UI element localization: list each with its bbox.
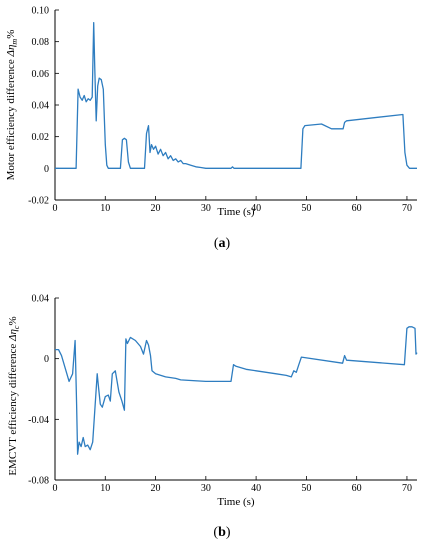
chart-a-y-tick-label: 0.02 <box>32 132 50 143</box>
chart-b-y-axis-title-symbol: Δη <box>7 329 19 342</box>
chart-a-y-tick-label: 0.10 <box>32 6 50 17</box>
chart-b-y-ticks: -0.08 -0.04 0 0.04 <box>28 294 59 487</box>
chart-b-series-line <box>55 326 418 455</box>
chart-a-y-axis-title-sub: m <box>10 39 19 45</box>
chart-a-x-tick-label: 50 <box>301 203 311 214</box>
chart-b-x-tick-label: 0 <box>53 483 58 494</box>
chart-a-x-tick-label: 0 <box>53 203 58 214</box>
chart-a: 0 10 20 30 40 50 60 70 -0.02 0 0.02 0.04 0.06 0.08 0.… <box>5 6 417 251</box>
chart-a-y-axis-title-symbol: Δη <box>5 45 17 58</box>
chart-b-x-tick-label: 20 <box>151 483 161 494</box>
chart-b-x-tick-label: 70 <box>402 483 412 494</box>
chart-b-y-tick-label: -0.08 <box>28 476 49 487</box>
chart-b-x-tick-label: 50 <box>301 483 311 494</box>
chart-b-x-ticks: 0 10 20 30 40 50 60 70 <box>53 476 412 494</box>
chart-b-x-axis-title: Time (s) <box>217 496 255 508</box>
chart-a-x-tick-label: 70 <box>402 203 412 214</box>
chart-a-y-tick-label: 0 <box>44 164 49 175</box>
chart-a-x-ticks: 0 10 20 30 40 50 60 70 <box>53 196 412 214</box>
chart-b-caption: (b) <box>213 525 230 540</box>
chart-b-caption-label: b <box>218 525 226 540</box>
chart-a-caption: (a) <box>214 236 231 251</box>
chart-a-caption-label: a <box>219 236 226 251</box>
chart-a-y-tick-label: -0.02 <box>28 196 49 207</box>
chart-b-y-tick-label: 0.04 <box>32 294 50 305</box>
chart-a-y-ticks: -0.02 0 0.02 0.04 0.06 0.08 0.10 <box>28 6 59 207</box>
chart-a-x-tick-label: 30 <box>201 203 211 214</box>
chart-a-y-axis-title: Motor efficiency difference Δηm% <box>5 30 19 181</box>
chart-a-y-axis-title-suffix: % <box>5 30 17 39</box>
chart-a-x-tick-label: 60 <box>352 203 362 214</box>
chart-b-y-tick-label: 0 <box>44 354 49 365</box>
chart-b-y-axis-title-prefix: EMCVT efficiency difference <box>7 341 19 476</box>
chart-a-x-tick-label: 10 <box>100 203 110 214</box>
chart-b-x-tick-label: 10 <box>100 483 110 494</box>
chart-a-x-tick-label: 40 <box>251 203 261 214</box>
chart-a-y-tick-label: 0.04 <box>32 101 50 112</box>
chart-b-y-axis-title-suffix: % <box>7 316 19 325</box>
chart-a-y-tick-label: 0.08 <box>32 37 50 48</box>
chart-b-y-tick-label: -0.04 <box>28 415 49 426</box>
chart-a-x-axis-title: Time (s) <box>217 206 255 218</box>
chart-b-x-tick-label: 30 <box>201 483 211 494</box>
chart-a-y-tick-label: 0.06 <box>32 69 50 80</box>
chart-a-series-line <box>55 22 417 169</box>
chart-b-y-axis-title: EMCVT efficiency difference Δηc% <box>7 316 21 475</box>
chart-b-x-tick-label: 60 <box>352 483 362 494</box>
chart-b: 0 10 20 30 40 50 60 70 -0.08 -0.04 0 0.04 Time (s)… <box>7 294 418 540</box>
chart-b-x-tick-label: 40 <box>251 483 261 494</box>
chart-a-x-tick-label: 20 <box>151 203 161 214</box>
chart-a-y-axis-title-prefix: Motor efficiency difference <box>5 56 17 180</box>
chart-b-y-axis-title-sub: c <box>12 325 21 329</box>
